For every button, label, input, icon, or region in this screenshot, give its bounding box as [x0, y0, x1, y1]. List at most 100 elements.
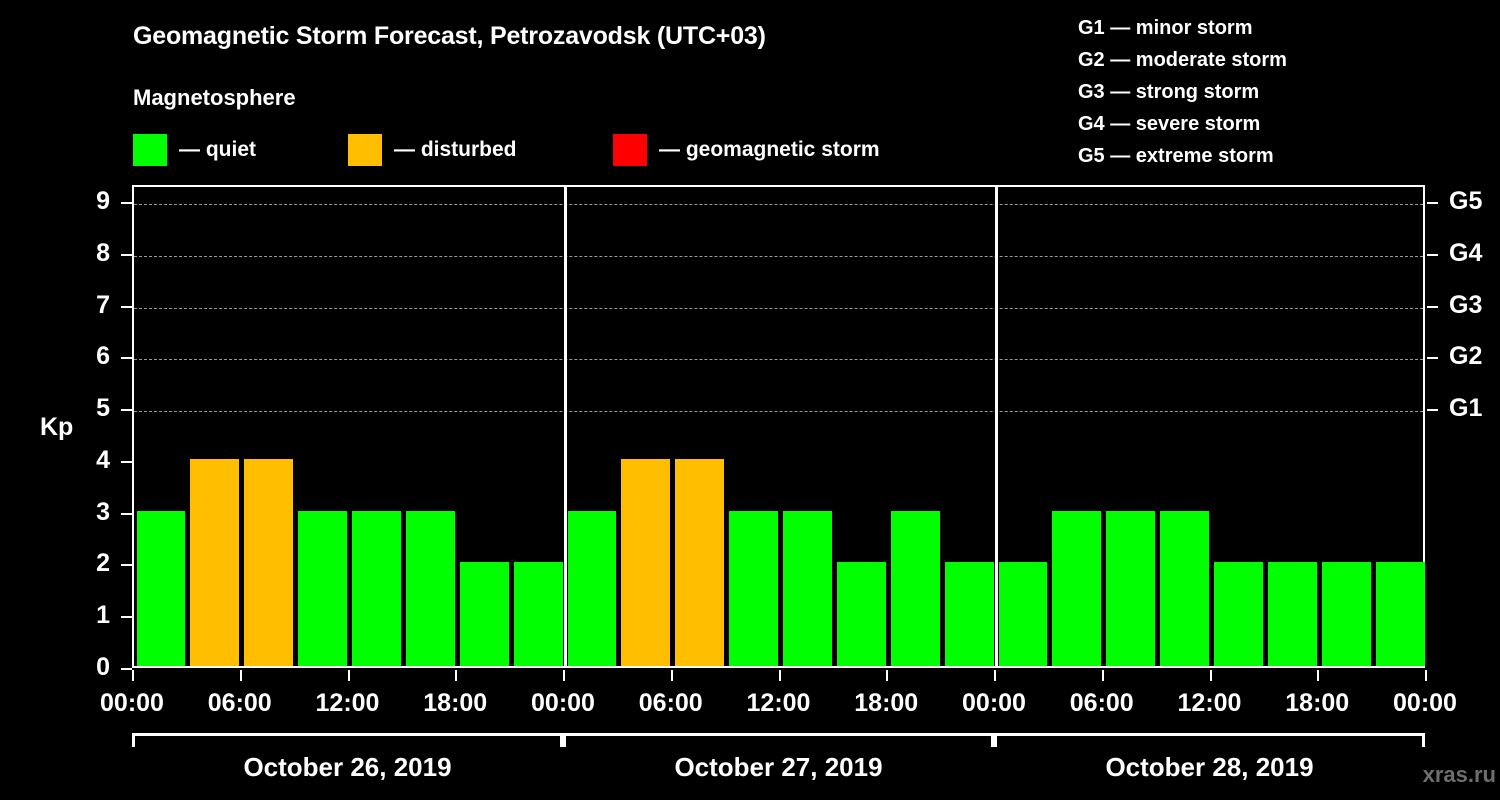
x-tick-mark-7 — [886, 670, 889, 681]
g-tick-mark-g3 — [1427, 305, 1438, 308]
y-tick-label-7: 7 — [96, 290, 110, 319]
legend-swatch-geomagnetic-storm — [613, 134, 647, 166]
bar-kp[interactable] — [944, 562, 994, 666]
bar-kp[interactable] — [244, 458, 294, 666]
bar-kp[interactable] — [567, 510, 617, 666]
y-tick-mark-4 — [121, 460, 132, 463]
legend-entry-geomagnetic-storm[interactable]: — geomagnetic storm — [613, 133, 880, 167]
bar-kp[interactable] — [459, 562, 509, 666]
y-tick-label-4: 4 — [96, 445, 110, 474]
bar-kp[interactable] — [1267, 562, 1317, 666]
bar-kp[interactable] — [1160, 510, 1209, 666]
bar-kp[interactable] — [352, 510, 401, 666]
bar-kp[interactable] — [1321, 562, 1371, 666]
y-tick-mark-7 — [121, 305, 132, 308]
g-tick-mark-g1 — [1427, 409, 1438, 412]
x-tick-label-4: 00:00 — [531, 689, 595, 717]
bar-kp[interactable] — [1214, 562, 1263, 666]
y-tick-label-3: 3 — [96, 497, 110, 526]
y-tick-label-8: 8 — [96, 238, 110, 267]
g-tick-label-g1: G1 — [1449, 394, 1483, 423]
y-tick-mark-1 — [121, 616, 132, 619]
g-tick-label-g5: G5 — [1449, 187, 1483, 215]
g-legend-row-g2: G2 — moderate storm — [1078, 49, 1287, 71]
y-tick-mark-5 — [121, 409, 132, 412]
bar-kp[interactable] — [405, 510, 455, 666]
gridline-kp-9 — [134, 204, 1423, 205]
bar-kp[interactable] — [836, 562, 886, 666]
y-tick-label-0: 0 — [96, 653, 110, 681]
g-tick-label-g4: G4 — [1449, 238, 1483, 267]
bar-kp[interactable] — [1106, 510, 1156, 666]
bar-kp[interactable] — [1375, 562, 1425, 666]
y-tick-label-9: 9 — [96, 187, 110, 215]
legend-label-geomagnetic-storm: — geomagnetic storm — [659, 138, 880, 161]
y-tick-mark-2 — [121, 564, 132, 567]
x-tick-mark-9 — [1101, 670, 1104, 681]
day-separator-1 — [563, 187, 567, 666]
x-tick-label-1: 06:00 — [207, 689, 272, 717]
page-title: Geomagnetic Storm Forecast, Petrozavodsk… — [133, 22, 766, 50]
x-tick-label-7: 18:00 — [854, 689, 919, 717]
g-tick-mark-g2 — [1427, 357, 1438, 360]
y-tick-label-6: 6 — [96, 342, 110, 371]
x-tick-mark-10 — [1209, 670, 1212, 681]
g-legend-row-g3: G3 — strong storm — [1078, 81, 1260, 103]
bar-kp[interactable] — [136, 510, 186, 666]
watermark: xras.ru — [1422, 762, 1496, 787]
x-tick-label-10: 12:00 — [1177, 689, 1242, 717]
legend-label-disturbed: — disturbed — [394, 138, 517, 161]
x-tick-label-9: 06:00 — [1069, 689, 1134, 717]
bar-kp[interactable] — [890, 510, 940, 666]
x-tick-mark-11 — [1317, 670, 1320, 681]
x-tick-mark-3 — [455, 670, 458, 681]
gridline-kp-7 — [134, 307, 1423, 309]
y-tick-label-1: 1 — [96, 601, 110, 630]
bar-kp[interactable] — [729, 510, 778, 666]
y-tick-label-2: 2 — [96, 549, 110, 578]
y-tick-mark-0 — [121, 668, 132, 670]
legend-swatch-quiet — [133, 134, 167, 166]
legend-entry-disturbed[interactable]: — disturbed — [348, 133, 517, 167]
g-tick-label-g3: G3 — [1449, 290, 1483, 319]
g-legend-row-g5: G5 — extreme storm — [1078, 145, 1274, 167]
bar-kp[interactable] — [675, 458, 725, 666]
bar-kp[interactable] — [513, 562, 563, 666]
plot-inner — [134, 187, 1425, 666]
g-tick-mark-g4 — [1427, 253, 1438, 256]
magnetosphere-section-label: Magnetosphere — [133, 85, 296, 110]
g-tick-label-g2: G2 — [1449, 342, 1483, 371]
x-tick-label-5: 06:00 — [638, 689, 703, 717]
date-bracket-1 — [132, 733, 563, 747]
bar-kp[interactable] — [783, 510, 832, 666]
legend-entry-quiet[interactable]: — quiet — [133, 133, 256, 167]
y-tick-label-5: 5 — [96, 394, 110, 423]
bar-kp[interactable] — [621, 458, 671, 666]
date-label-3: October 28, 2019 — [1105, 752, 1314, 782]
date-label-1: October 26, 2019 — [243, 752, 452, 782]
date-label-2: October 27, 2019 — [674, 752, 883, 782]
bar-kp[interactable] — [1052, 510, 1102, 666]
x-tick-mark-2 — [347, 670, 350, 681]
g-legend-row-g1: G1 — minor storm — [1078, 17, 1253, 39]
x-tick-label-6: 12:00 — [746, 689, 811, 717]
gridline-kp-8 — [134, 255, 1423, 257]
y-axis-title: Kp — [40, 413, 74, 441]
y-tick-mark-9 — [121, 202, 132, 204]
gridline-kp-5 — [134, 411, 1423, 413]
x-tick-label-8: 00:00 — [962, 689, 1026, 717]
day-separator-2 — [994, 187, 998, 666]
x-tick-label-2: 12:00 — [315, 689, 380, 717]
x-tick-label-3: 18:00 — [423, 689, 488, 717]
date-bracket-2 — [563, 733, 994, 747]
x-tick-label-12: 00:00 — [1393, 689, 1457, 717]
x-tick-mark-12 — [1425, 670, 1427, 681]
bar-kp[interactable] — [998, 562, 1048, 666]
g-legend-row-g4: G4 — severe storm — [1078, 113, 1261, 135]
y-tick-mark-8 — [121, 253, 132, 256]
bar-kp[interactable] — [190, 458, 240, 666]
legend-swatch-disturbed — [348, 134, 382, 166]
g-tick-mark-g5 — [1427, 202, 1438, 204]
bar-kp[interactable] — [298, 510, 347, 666]
x-tick-mark-0 — [132, 670, 134, 681]
